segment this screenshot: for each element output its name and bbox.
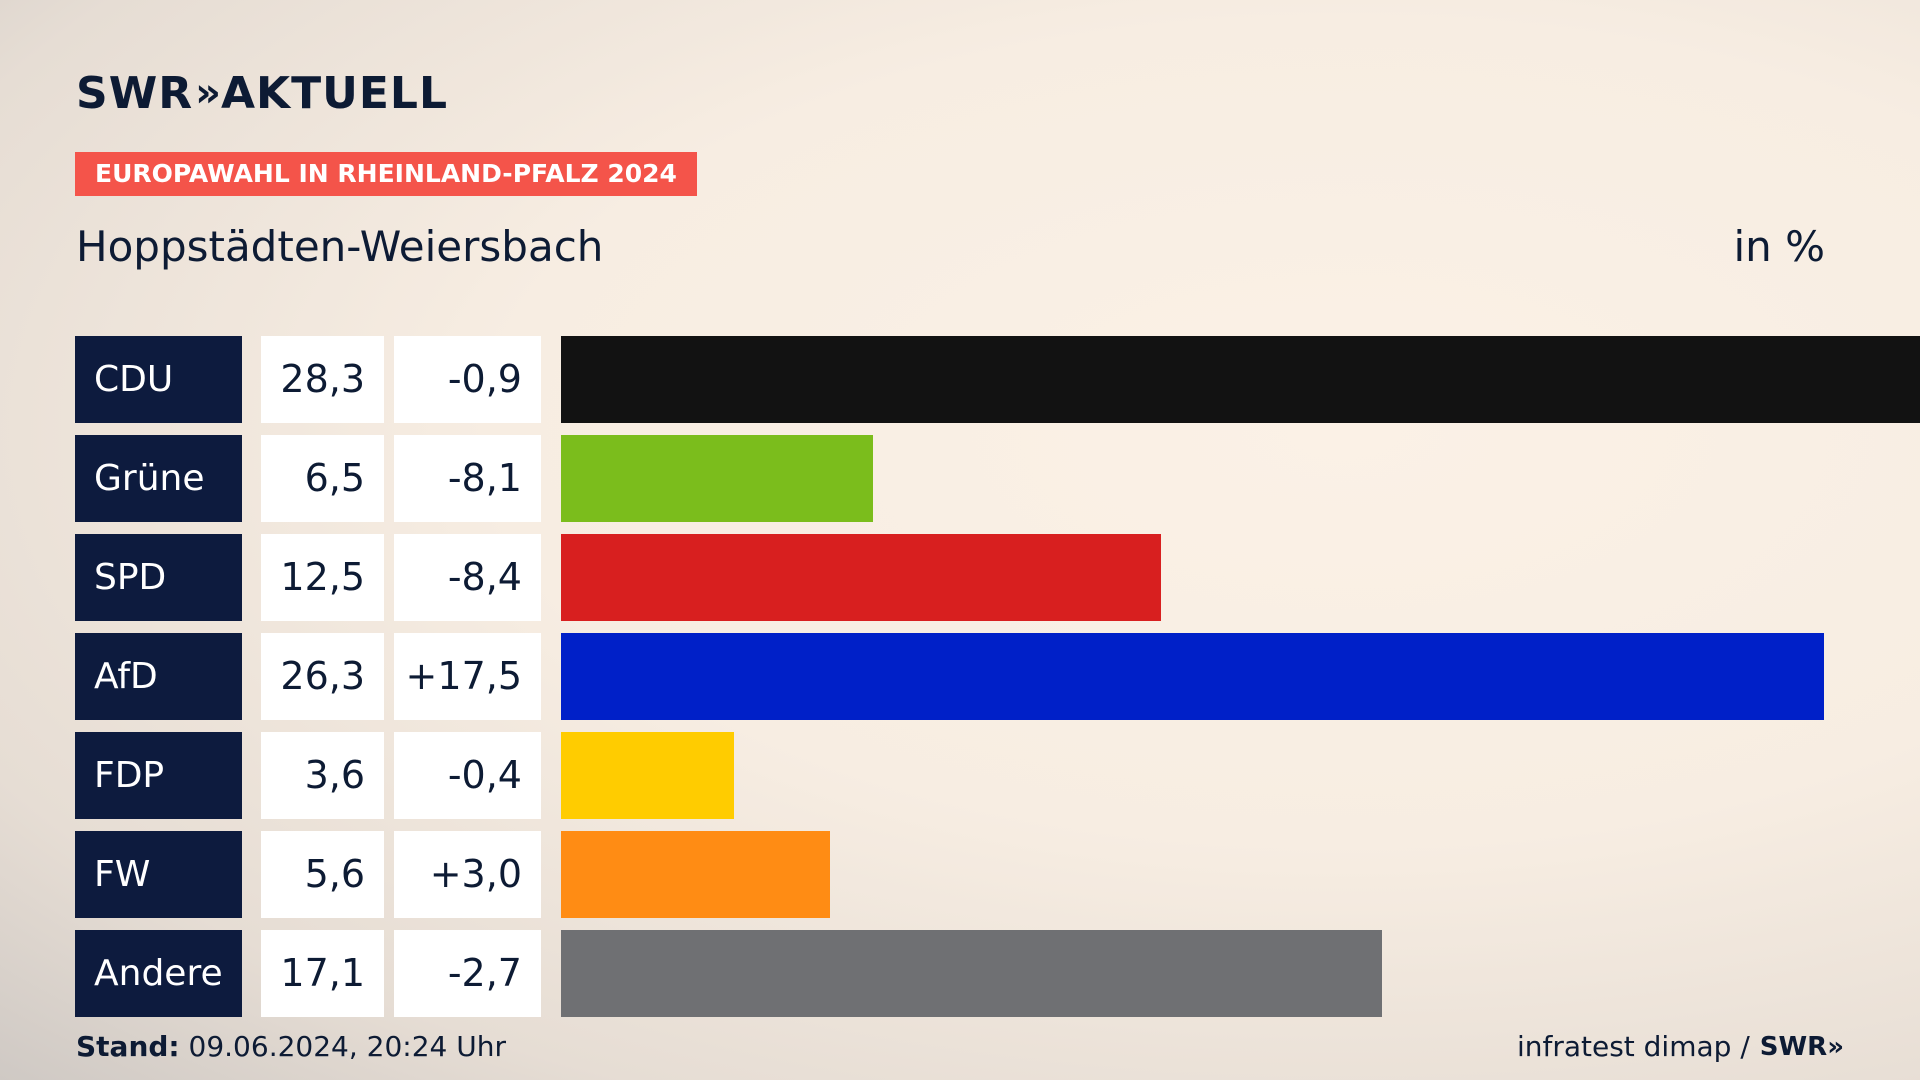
stand-value: 09.06.2024, 20:24 Uhr — [188, 1030, 506, 1063]
logo-aktuell-text: AKTUELL — [220, 67, 448, 119]
change-label: +17,5 — [394, 633, 541, 720]
timestamp: Stand: 09.06.2024, 20:24 Uhr — [76, 1030, 506, 1063]
change-label: -2,7 — [394, 930, 541, 1017]
vote-share-label: 3,6 — [261, 732, 384, 819]
municipality-title: Hoppstädten-Weiersbach — [76, 222, 604, 271]
logo-swr-text: SWR — [76, 67, 194, 119]
party-label: Grüne — [75, 435, 242, 522]
change-label: -0,4 — [394, 732, 541, 819]
result-bar — [561, 732, 734, 819]
vote-share-label: 6,5 — [261, 435, 384, 522]
party-label: Andere — [75, 930, 242, 1017]
result-bar — [561, 633, 1824, 720]
unit-label: in % — [1733, 222, 1825, 271]
result-bar — [561, 435, 873, 522]
result-bar — [561, 930, 1382, 1017]
swr-aktuell-logo: SWR » AKTUELL — [76, 67, 448, 119]
party-label: SPD — [75, 534, 242, 621]
party-label: FW — [75, 831, 242, 918]
result-bar — [561, 831, 830, 918]
vote-share-label: 5,6 — [261, 831, 384, 918]
party-label: FDP — [75, 732, 242, 819]
change-label: -8,1 — [394, 435, 541, 522]
source-credit: infratest dimap / SWR» — [1517, 1030, 1844, 1063]
party-label: AfD — [75, 633, 242, 720]
vote-share-label: 26,3 — [261, 633, 384, 720]
change-label: +3,0 — [394, 831, 541, 918]
result-bar — [561, 534, 1161, 621]
change-label: -8,4 — [394, 534, 541, 621]
change-label: -0,9 — [394, 336, 541, 423]
swr-small-logo: SWR» — [1759, 1031, 1844, 1062]
vote-share-label: 17,1 — [261, 930, 384, 1017]
chevron-icon: » — [195, 70, 221, 116]
stand-label: Stand: — [76, 1030, 180, 1063]
result-bar — [561, 336, 1920, 423]
vote-share-label: 12,5 — [261, 534, 384, 621]
vote-share-label: 28,3 — [261, 336, 384, 423]
election-tag: EUROPAWAHL IN RHEINLAND-PFALZ 2024 — [75, 152, 697, 196]
source-text: infratest dimap / — [1516, 1030, 1750, 1063]
party-label: CDU — [75, 336, 242, 423]
